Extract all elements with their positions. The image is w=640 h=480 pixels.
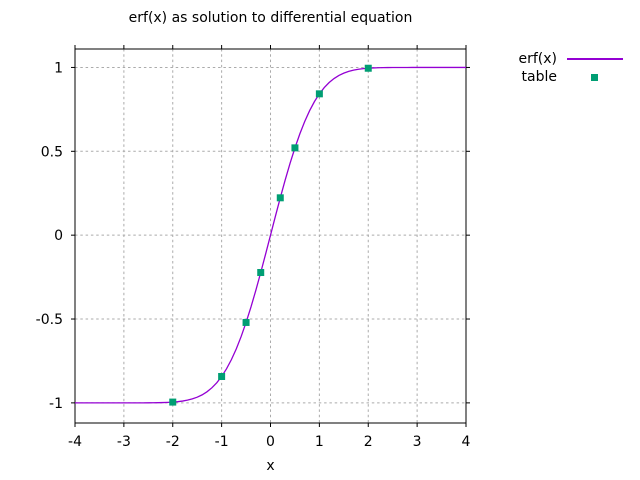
table-point-marker [276,194,284,202]
svg-text:3: 3 [413,434,422,450]
erf-curve [75,66,466,404]
table-point-marker [257,269,265,277]
legend-entry-erf: erf(x) [470,50,623,68]
legend: erf(x) table [470,50,623,86]
x-axis-label: x [266,458,275,474]
svg-text:-1: -1 [49,396,63,412]
table-point-marker [315,90,323,98]
svg-text:1: 1 [54,60,63,76]
svg-text:4: 4 [462,434,471,450]
legend-sample-erf [567,50,623,68]
x-tick-labels: -4 -3 -2 -1 0 1 2 3 4 [68,434,471,450]
plot-border [74,48,467,424]
table-points [169,64,372,406]
axis-ticks [71,45,470,427]
table-point-marker [242,318,250,326]
table-point-marker [169,398,177,406]
legend-label-table: table [521,69,557,85]
svg-text:-4: -4 [68,434,82,450]
legend-square-marker-icon [591,73,598,81]
svg-text:0: 0 [266,434,275,450]
svg-text:0.5: 0.5 [41,144,63,160]
svg-text:-2: -2 [166,434,180,450]
svg-text:0: 0 [54,228,63,244]
legend-line-sample-icon [567,58,623,60]
chart-title: erf(x) as solution to differential equat… [128,10,413,26]
legend-label-erf: erf(x) [518,51,557,67]
legend-sample-table [567,68,623,86]
svg-text:-1: -1 [215,434,229,450]
legend-entry-table: table [470,68,623,86]
svg-text:1: 1 [315,434,324,450]
table-point-marker [364,64,372,72]
svg-text:-0.5: -0.5 [36,312,63,328]
svg-text:2: 2 [364,434,373,450]
svg-text:-3: -3 [117,434,131,450]
table-point-marker [218,372,226,380]
y-tick-labels: -1 -0.5 0 0.5 1 [36,60,63,411]
table-point-marker [291,144,299,152]
